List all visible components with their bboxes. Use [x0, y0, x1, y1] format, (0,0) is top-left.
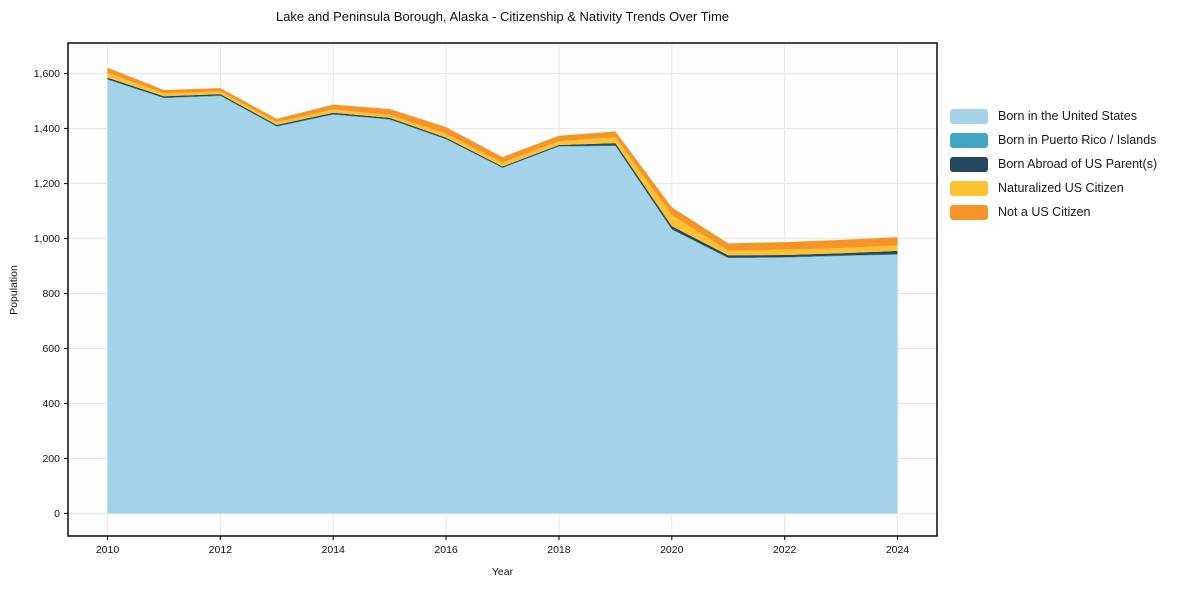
x-tick-label: 2012 [209, 544, 233, 556]
chart-title: Lake and Peninsula Borough, Alaska - Cit… [275, 9, 730, 24]
x-tick-label: 2014 [322, 544, 346, 556]
legend: Born in the United States Born in Puerto … [950, 109, 1157, 220]
tick-labels: 2010 2012 2014 2016 2018 2020 2022 2024 0 200 400 6… [34, 68, 910, 556]
axes-border [67, 42, 938, 537]
stacked-areas [107, 67, 898, 514]
x-tick-label: 2020 [660, 544, 684, 556]
x-tick-label: 2018 [547, 544, 571, 556]
area-series [107, 72, 898, 256]
legend-item: Born in the United States [950, 109, 1157, 124]
legend-swatch [950, 181, 988, 196]
y-tick-label: 1,600 [34, 68, 60, 80]
area-series [107, 79, 898, 514]
y-tick-label: 1,400 [34, 123, 60, 135]
legend-item: Born in Puerto Rico / Islands [950, 133, 1157, 148]
legend-label: Born in Puerto Rico / Islands [998, 133, 1157, 147]
legend-label: Not a US Citizen [998, 205, 1091, 219]
legend-item: Naturalized US Citizen [950, 181, 1157, 196]
area-series [107, 67, 898, 251]
legend-label: Born in the United States [998, 109, 1137, 123]
legend-swatch [950, 157, 988, 172]
legend-item: Born Abroad of US Parent(s) [950, 157, 1157, 172]
x-tick-label: 2022 [773, 544, 797, 556]
legend-swatch [950, 133, 988, 148]
area-series [107, 79, 898, 259]
x-axis-label: Year [491, 566, 514, 578]
x-tick-label: 2016 [434, 544, 458, 556]
y-tick-label: 400 [42, 398, 60, 410]
y-axis-label: Population [8, 265, 20, 315]
y-tick-label: 600 [42, 343, 60, 355]
y-tick-label: 0 [54, 508, 60, 520]
y-tick-label: 1,000 [34, 233, 60, 245]
tick-marks [64, 72, 899, 540]
y-tick-label: 1,200 [34, 178, 60, 190]
legend-swatch [950, 109, 988, 124]
x-tick-label: 2010 [96, 544, 120, 556]
legend-swatch [950, 205, 988, 220]
y-tick-label: 800 [42, 288, 60, 300]
y-tick-label: 200 [42, 453, 60, 465]
area-series [107, 77, 898, 258]
legend-label: Born Abroad of US Parent(s) [998, 157, 1158, 171]
legend-item: Not a US Citizen [950, 205, 1157, 220]
legend-label: Naturalized US Citizen [998, 181, 1124, 195]
x-tick-label: 2024 [886, 544, 910, 556]
